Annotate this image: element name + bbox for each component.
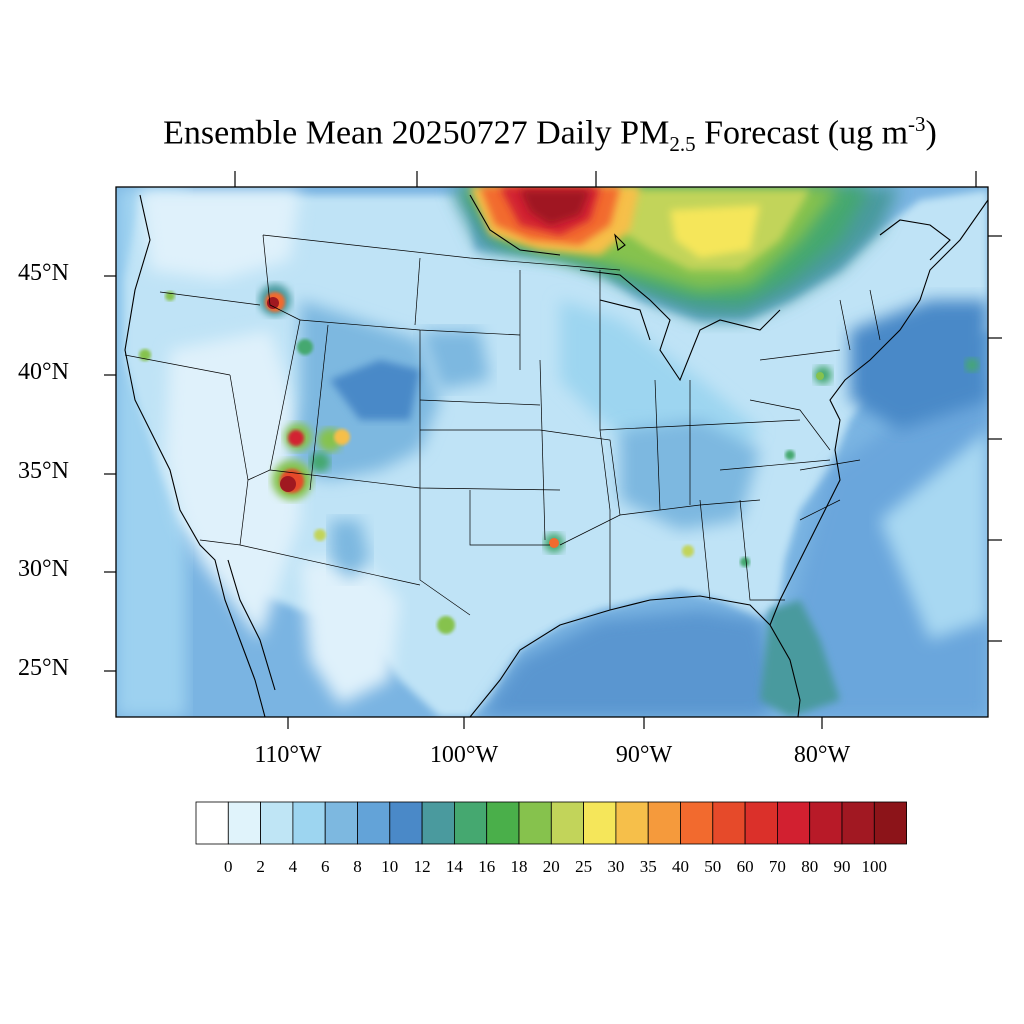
colorbar-box [873,801,907,845]
colorbar-tick-label: 60 [736,857,754,876]
colorbar-box [292,801,326,845]
colorbar-tick-label: 50 [704,857,722,876]
colorbar-box [680,801,714,845]
colorbar-box [777,801,811,845]
colorbar-box [615,801,649,845]
colorbar-tick-label: 20 [542,857,560,876]
colorbar-tick-label: 0 [224,857,233,876]
colorbar-box [744,801,778,845]
colorbar-box [809,801,843,845]
lat-label-40: 40°N [18,359,69,385]
tick-marks [104,171,1002,729]
colorbar-tick-label: 8 [353,857,362,876]
title-subscript: 2.5 [669,132,696,157]
lon-label-110w: 110°W [254,742,322,768]
title-closing-paren: ) [925,114,937,152]
colorbar [195,801,907,845]
colorbar-box [583,801,617,845]
state-boundaries [124,234,881,616]
lon-label-80w: 80°W [793,742,851,768]
colorbar-box [227,801,262,845]
lon-label-100w: 100°W [429,742,499,768]
colorbar-box [486,801,520,845]
colorbar-box [647,801,681,845]
colorbar-tick-label: 90 [833,857,851,876]
colorbar-box [260,801,294,845]
lat-label-25: 25°N [18,655,69,681]
canada-smoke-plume [450,187,900,320]
colorbar-box [550,801,584,845]
colorbar-box [518,801,552,845]
title-main-text: Ensemble Mean 20250727 Daily PM [163,114,670,152]
colorbar-tick-label: 10 [381,857,399,876]
plot-frame [115,186,989,718]
colorbar-tick-label: 100 [861,857,888,876]
colorbar-box [195,801,229,845]
colorbar-tick-label: 35 [639,857,657,876]
colorbar-tick-label: 30 [607,857,625,876]
colorbar-tick-label: 16 [478,857,496,876]
colorbar-box [324,801,358,845]
colorbar-tick-label: 6 [320,857,330,876]
colorbar-box [712,801,746,845]
lat-label-30: 30°N [18,556,69,582]
fire-hotspots [139,284,979,634]
title-units-text: Forecast (ug m [695,114,909,152]
colorbar-tick-label: 70 [768,857,786,876]
colorbar-tick-label: 12 [413,857,431,876]
pm25-field [116,187,988,717]
colorbar-box [389,801,423,845]
colorbar-box [841,801,875,845]
lat-label-35: 35°N [18,458,69,484]
lon-label-90w: 90°W [615,742,673,768]
colorbar-tick-label: 18 [510,857,528,876]
colorbar-tick-label: 14 [445,857,463,876]
map-title: Ensemble Mean 20250727 Daily PM2.5 Forec… [0,112,1024,157]
colorbar-tick-label: 2 [256,857,265,876]
title-superscript: -3 [908,112,926,136]
colorbar-tick-label: 4 [288,857,298,876]
lat-label-45: 45°N [18,260,69,286]
colorbar-tick-label: 80 [801,857,819,876]
colorbar-tick-label: 40 [672,857,689,876]
colorbar-box [421,801,455,845]
colorbar-tick-label: 25 [575,857,593,876]
coastlines [124,194,988,717]
colorbar-box [453,801,488,845]
colorbar-box [357,801,391,845]
